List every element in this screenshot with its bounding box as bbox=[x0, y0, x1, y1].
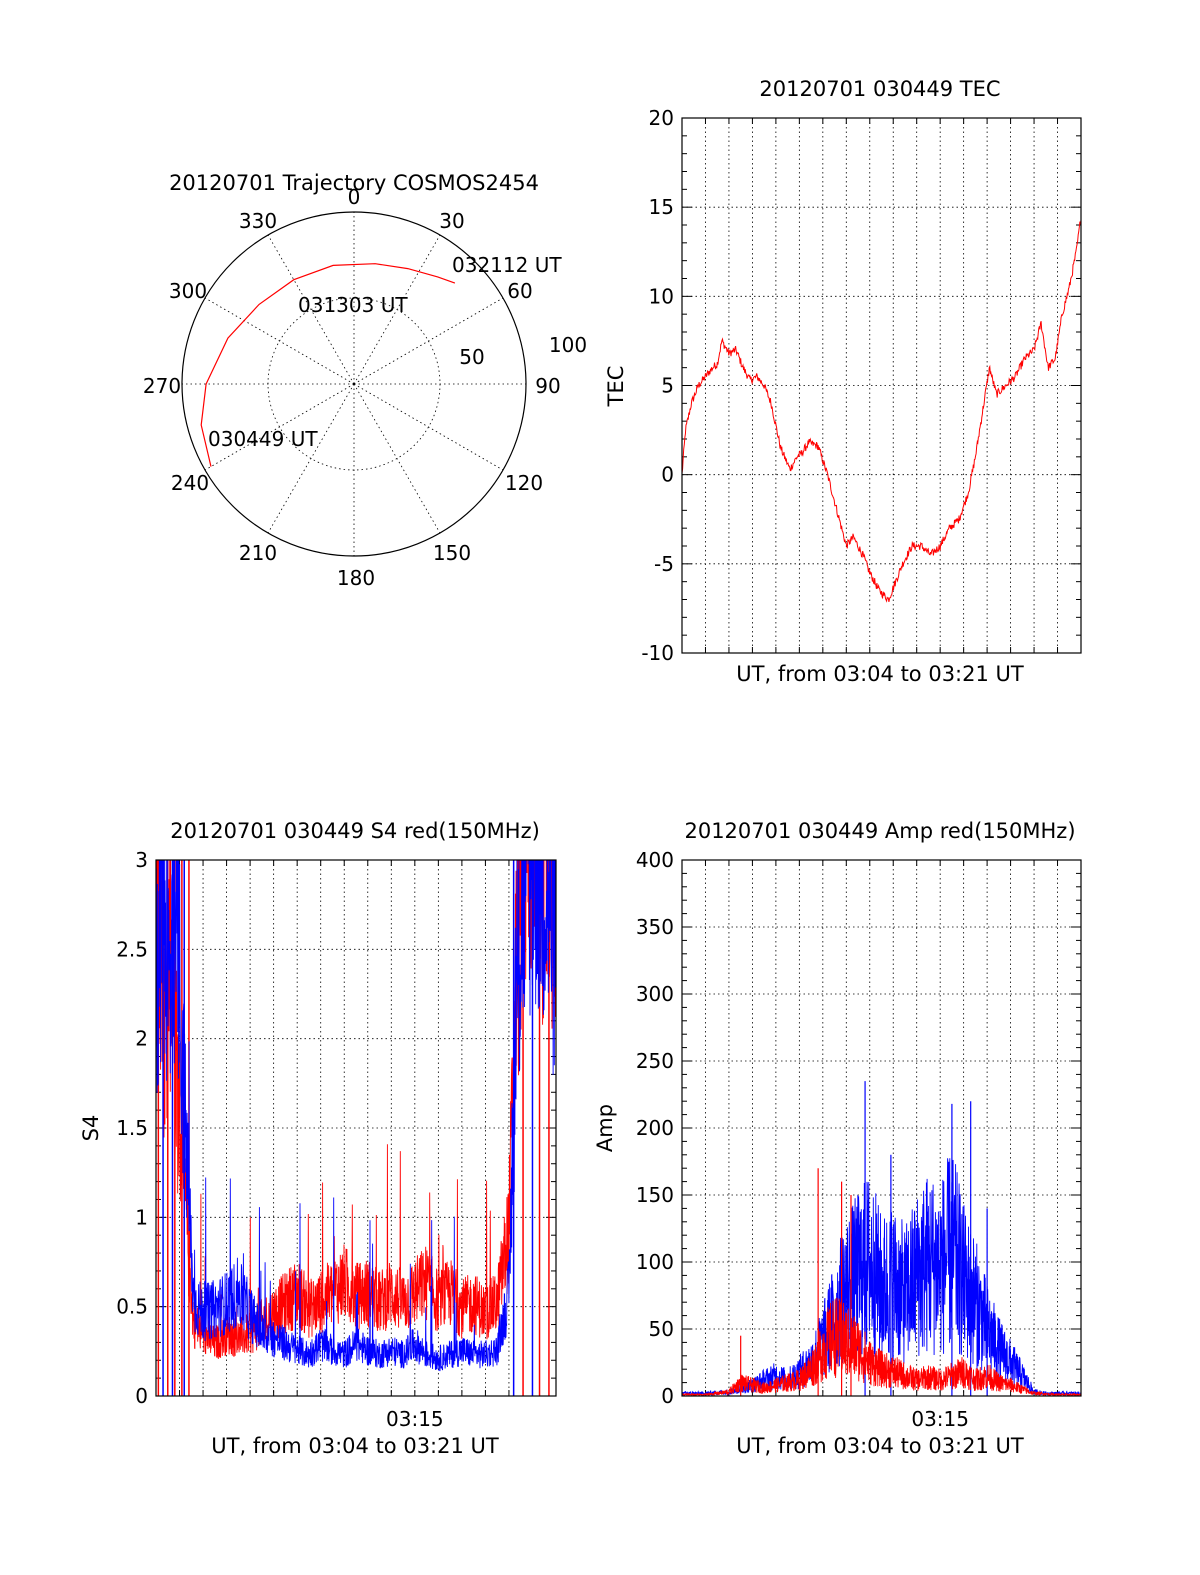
tec-grid bbox=[682, 118, 1081, 653]
polar-spoke-30 bbox=[353, 234, 441, 385]
amp-ytick-label-2: 100 bbox=[636, 1250, 674, 1274]
s4-ytick-label-4: 2 bbox=[135, 1027, 148, 1051]
polar-azimuth-labels: 0 30 60 90 120 150 180 210 240 270 300 3… bbox=[143, 185, 561, 590]
az-label-150: 150 bbox=[433, 541, 471, 565]
s4-ytick-label-0: 0 bbox=[135, 1384, 148, 1408]
polar-spoke-150 bbox=[353, 383, 441, 534]
s4-ytick-label-6: 3 bbox=[135, 848, 148, 872]
amp-ytick-label-1: 50 bbox=[649, 1317, 674, 1341]
tec-line-0 bbox=[682, 220, 1081, 603]
s4-x-label: UT, from 03:04 to 03:21 UT bbox=[211, 1434, 499, 1458]
tec-plot-frame bbox=[681, 117, 1082, 654]
az-label-270: 270 bbox=[143, 374, 181, 398]
amp-line-1 bbox=[682, 1297, 1081, 1396]
amp-ytick-label-6: 300 bbox=[636, 982, 674, 1006]
s4-ytick-label-3: 1.5 bbox=[116, 1116, 148, 1140]
s4-line-1 bbox=[156, 860, 556, 1372]
tec-ytick-label-5: 15 bbox=[649, 195, 674, 219]
tec-ytick-label-1: -5 bbox=[654, 552, 674, 576]
amp-series bbox=[682, 1081, 1081, 1396]
tec-x-label: UT, from 03:04 to 03:21 UT bbox=[736, 662, 1024, 686]
amp-ytick-label-5: 250 bbox=[636, 1049, 674, 1073]
az-label-330: 330 bbox=[239, 209, 277, 233]
tec-panel: 20120701 030449 TEC -10 -5 0 5 10 15 20 UT, fr… bbox=[604, 77, 1082, 686]
az-label-210: 210 bbox=[239, 541, 277, 565]
polar-panel: 20120701 Trajectory COSMOS2454 0 30 60 9… bbox=[143, 171, 587, 590]
annotation-mid-time: 031303 UT bbox=[298, 293, 408, 317]
polar-spoke-240 bbox=[204, 383, 355, 471]
amp-xtick-label-0: 03:15 bbox=[911, 1407, 969, 1431]
az-label-90: 90 bbox=[535, 374, 560, 398]
tec-ytick-label-3: 5 bbox=[661, 374, 674, 398]
s4-ytick-label-1: 0.5 bbox=[116, 1295, 148, 1319]
tec-title: 20120701 030449 TEC bbox=[759, 77, 1000, 101]
amp-x-label: UT, from 03:04 to 03:21 UT bbox=[736, 1434, 1024, 1458]
polar-spoke-300 bbox=[204, 297, 355, 385]
amp-ytick-label-8: 400 bbox=[636, 848, 674, 872]
amp-panel: 20120701 030449 Amp red(150MHz) 0 50 100 15… bbox=[593, 819, 1082, 1458]
s4-panel: 20120701 030449 S4 red(150MHz) 0 0.5 1 1.5 2… bbox=[79, 819, 557, 1458]
s4-x-ticks: 03:15 bbox=[386, 1407, 444, 1431]
amp-line-0 bbox=[682, 1158, 1081, 1396]
tec-ytick-label-0: -10 bbox=[641, 641, 674, 665]
ring-label-100: 100 bbox=[549, 333, 587, 357]
az-label-240: 240 bbox=[171, 471, 209, 495]
polar-spoke-60 bbox=[353, 297, 504, 385]
polar-ring-0 bbox=[267, 297, 441, 471]
amp-ytick-label-3: 150 bbox=[636, 1183, 674, 1207]
tec-ytick-label-6: 20 bbox=[649, 106, 674, 130]
amp-title: 20120701 030449 Amp red(150MHz) bbox=[684, 819, 1075, 843]
s4-xtick-label-0: 03:15 bbox=[386, 1407, 444, 1431]
polar-grid bbox=[182, 212, 526, 556]
s4-ytick-label-2: 1 bbox=[135, 1205, 148, 1229]
s4-y-label: S4 bbox=[79, 1115, 103, 1142]
tec-y-label: TEC bbox=[604, 366, 628, 408]
amp-y-ticks: 0 50 100 150 200 250 300 350 400 bbox=[636, 848, 1081, 1408]
polar-spoke-210 bbox=[267, 383, 355, 534]
s4-line-0 bbox=[156, 860, 556, 1360]
az-label-30: 30 bbox=[439, 209, 464, 233]
az-label-60: 60 bbox=[507, 279, 532, 303]
tec-ytick-label-2: 0 bbox=[661, 463, 674, 487]
amp-x-ticks: 03:15 bbox=[911, 1407, 969, 1431]
az-label-300: 300 bbox=[169, 279, 207, 303]
amp-ytick-label-4: 200 bbox=[636, 1116, 674, 1140]
tec-y-ticks: -10 -5 0 5 10 15 20 bbox=[641, 106, 1081, 665]
tec-ytick-label-4: 10 bbox=[649, 284, 674, 308]
annotation-end-time: 032112 UT bbox=[452, 253, 562, 277]
tec-series bbox=[682, 220, 1081, 603]
amp-ytick-label-0: 0 bbox=[661, 1384, 674, 1408]
amp-plot-frame bbox=[681, 859, 1082, 1397]
trajectory-line bbox=[200, 263, 456, 467]
amp-y-label: Amp bbox=[593, 1104, 617, 1152]
az-label-120: 120 bbox=[505, 471, 543, 495]
az-label-180: 180 bbox=[337, 566, 375, 590]
ring-label-50: 50 bbox=[459, 345, 484, 369]
polar-spoke-330 bbox=[267, 234, 355, 385]
az-label-0: 0 bbox=[348, 185, 361, 209]
amp-ytick-label-7: 350 bbox=[636, 915, 674, 939]
polar-title: 20120701 Trajectory COSMOS2454 bbox=[169, 171, 539, 195]
annotation-start-time: 030449 UT bbox=[208, 427, 318, 451]
polar-outer-circle bbox=[181, 211, 527, 557]
s4-title: 20120701 030449 S4 red(150MHz) bbox=[170, 819, 540, 843]
s4-plot-frame bbox=[155, 859, 557, 1397]
s4-ytick-label-5: 2.5 bbox=[116, 937, 148, 961]
s4-series bbox=[156, 860, 556, 1396]
